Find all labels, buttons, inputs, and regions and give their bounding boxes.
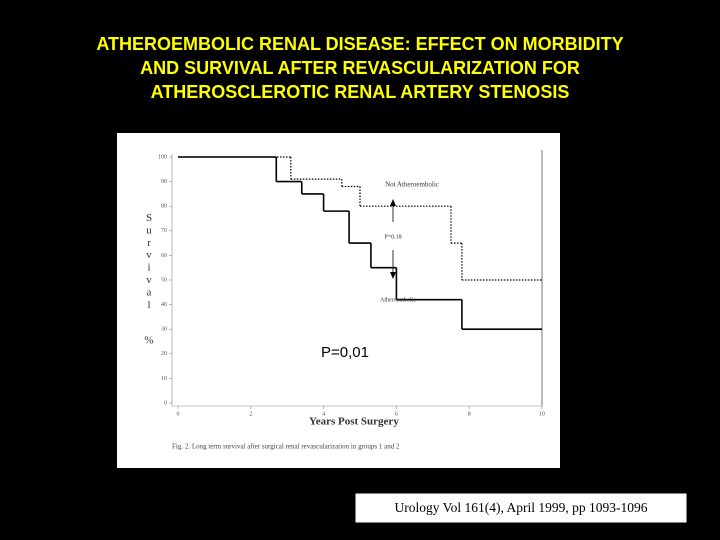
x-tick-label: 8 [468,411,471,417]
caption: Fig. 2. Long term survival after surgica… [172,443,400,451]
y-tick-label: 0 [164,400,167,406]
arrow-head [390,272,396,279]
annotation: Not Atheroembolic [385,181,439,189]
y-tick-label: 90 [161,179,167,185]
title: ATHEROSCLEROTIC RENAL ARTERY STENOSIS [151,82,570,102]
x-axis-label: Years Post Surgery [309,416,399,428]
arrow-head [390,199,396,206]
y-tick-label: 20 [161,351,167,357]
y-axis-unit: % [144,335,153,347]
annotation: P=0.18 [384,234,401,240]
y-tick-label: 50 [161,277,167,283]
x-tick-label: 4 [322,411,325,417]
source-box [354,492,688,524]
title: ATHEROEMBOLIC RENAL DISEASE: EFFECT ON M… [96,34,623,54]
y-tick-label: 100 [158,154,167,160]
y-tick-label: 40 [161,302,167,308]
x-tick-label: 2 [249,411,252,417]
y-tick-label: 30 [161,327,167,333]
x-tick-label: 10 [539,411,545,417]
y-tick-label: 70 [161,228,167,234]
y-tick-label: 80 [161,204,167,210]
x-tick-label: 0 [177,411,180,417]
figure-panel [117,133,560,468]
annotation: P=0,01 [321,344,369,361]
y-tick-label: 10 [161,376,167,382]
source: Urology Vol 161(4), April 1999, pp 1093-… [395,500,648,515]
title: AND SURVIVAL AFTER REVASCULARIZATION FOR [140,58,580,78]
annotation: Atheroembolic [380,297,416,303]
y-tick-label: 60 [161,253,167,259]
x-tick-label: 6 [395,411,398,417]
